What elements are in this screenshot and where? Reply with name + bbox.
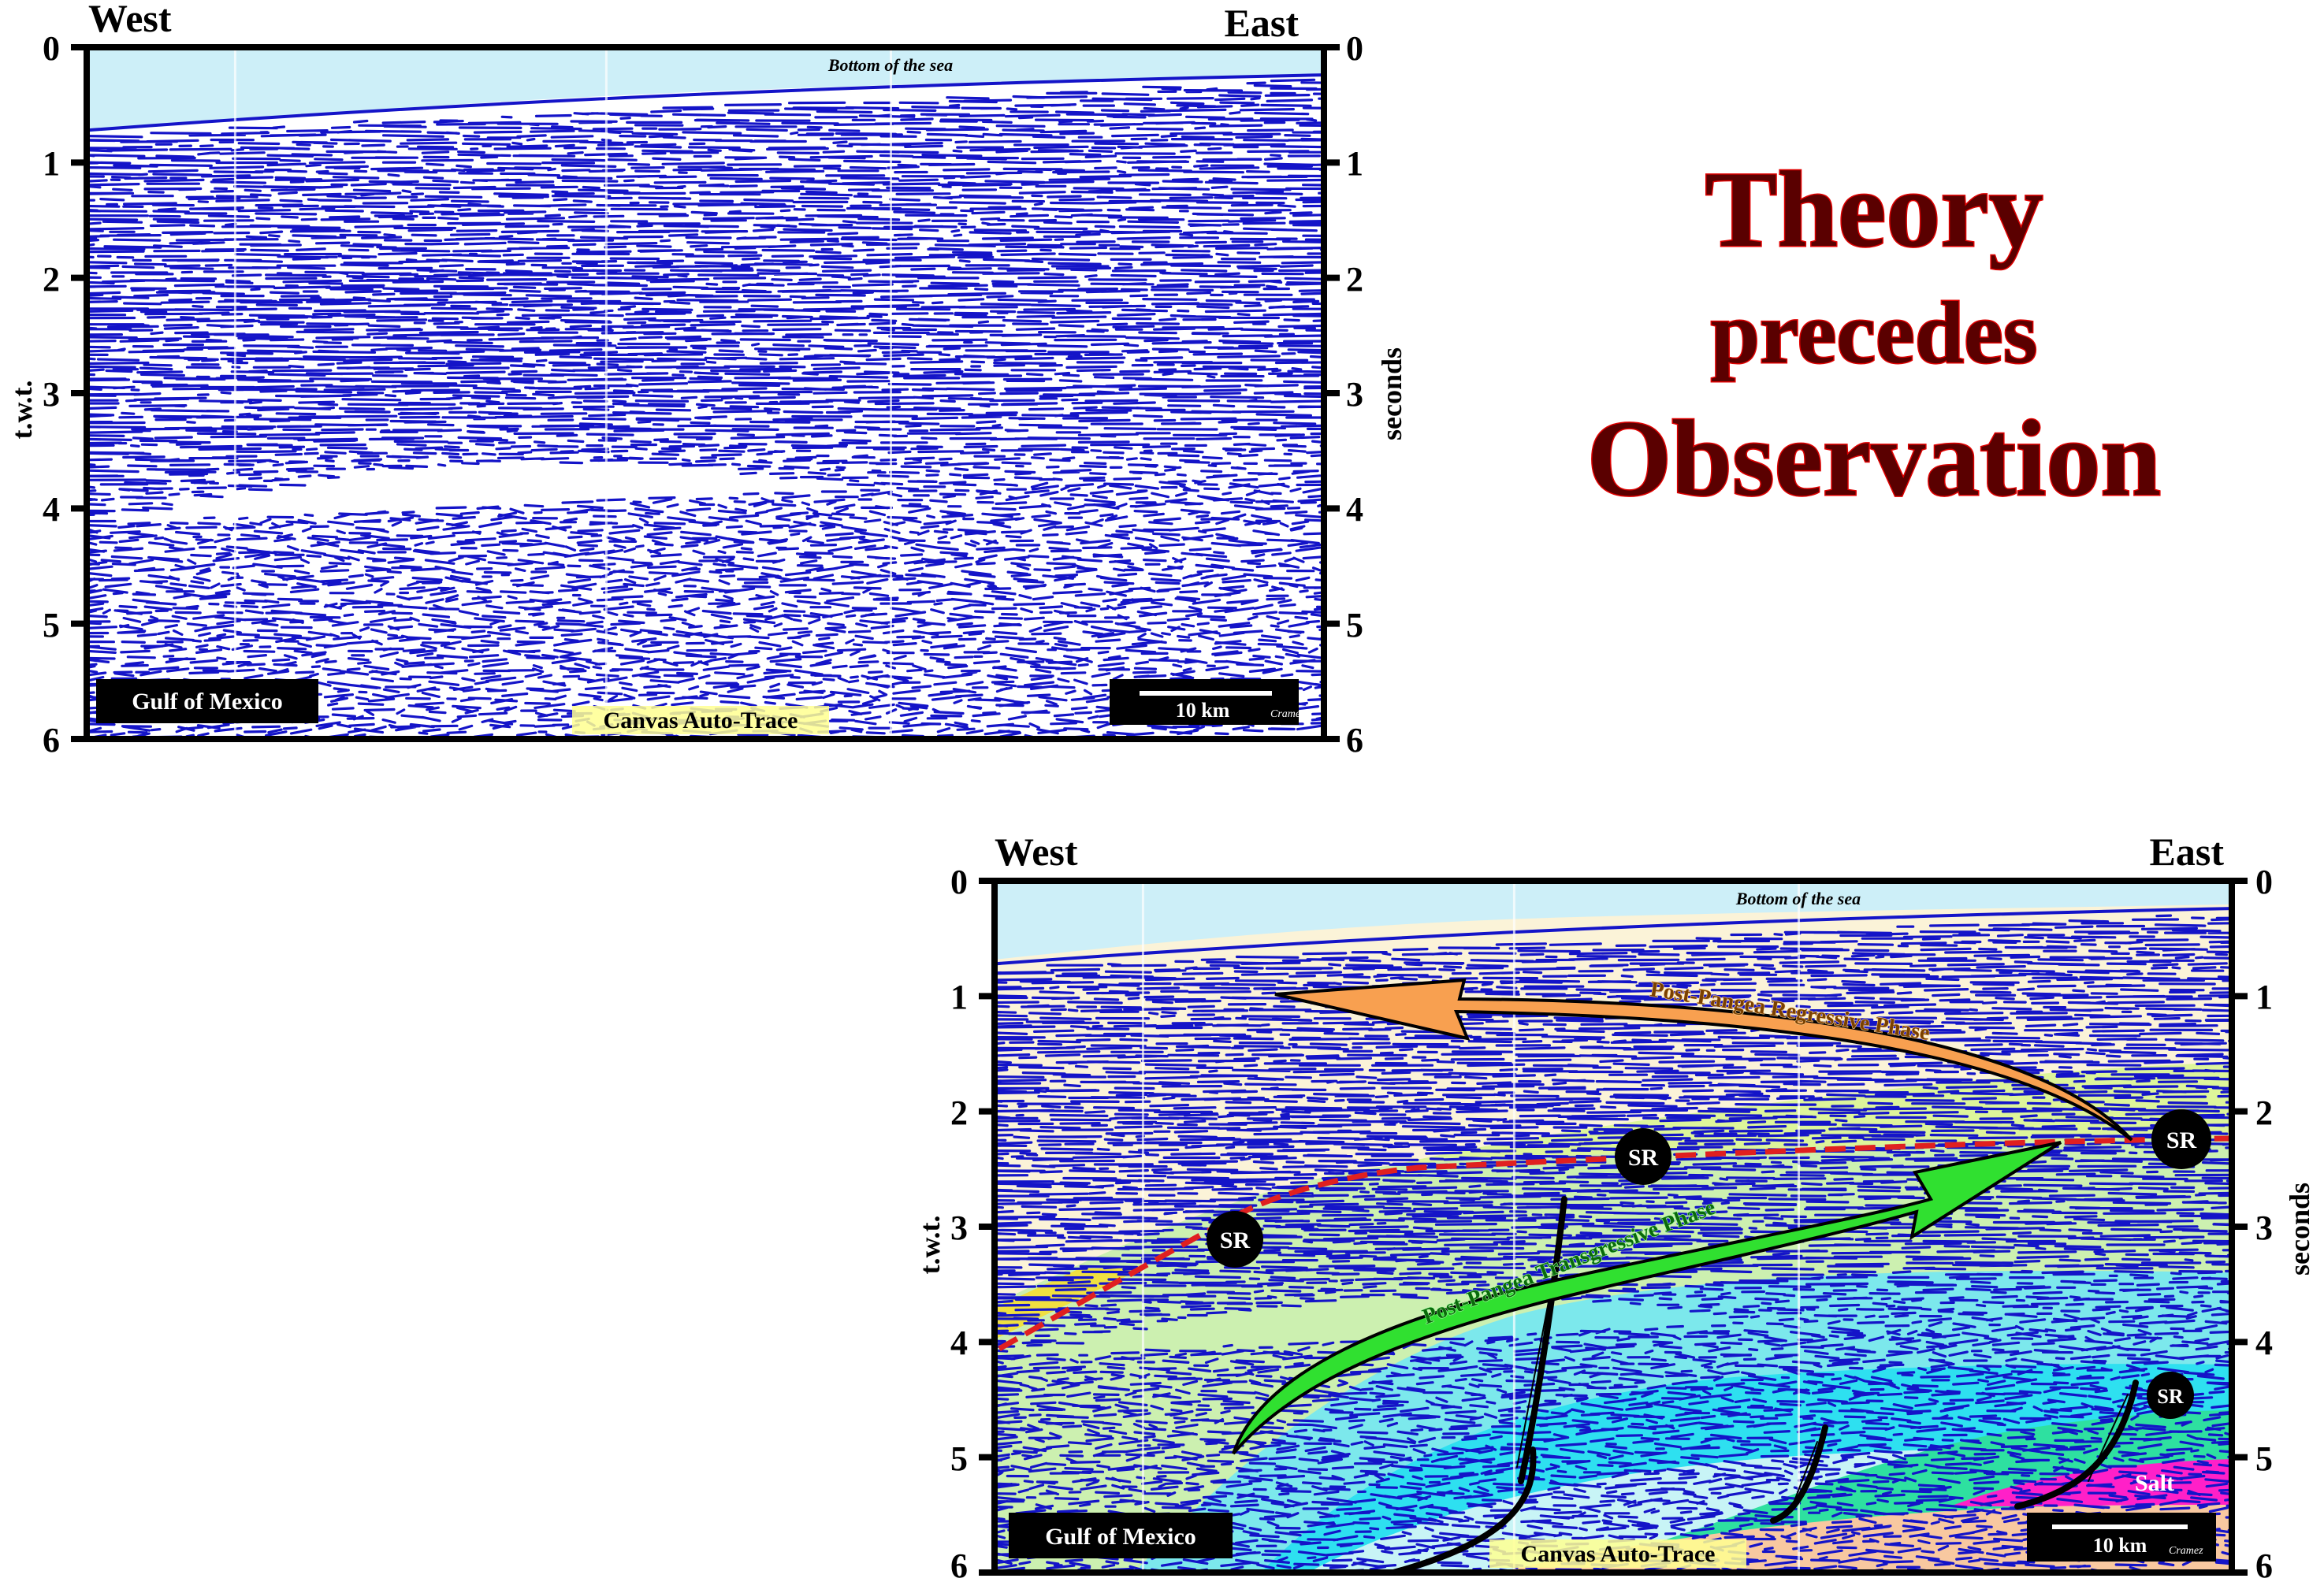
salt-label: Salt	[2135, 1470, 2174, 1496]
bottom-tick-right-2: 2	[2255, 1094, 2273, 1132]
sr-marker-4: SR	[2147, 1372, 2194, 1419]
top-right-axis-title: seconds	[1376, 347, 1407, 440]
top-scale-bar: 10 km Cramez	[1110, 679, 1305, 725]
bottom-tick-right-5: 5	[2255, 1439, 2273, 1478]
bottom-tick-right-6: 6	[2255, 1547, 2273, 1582]
svg-text:Cramez: Cramez	[1270, 708, 1305, 720]
top-seismic-section: 0 1 2 3 4 5 6 t.w.t. 0 1 2 3 4 5 6 secon…	[6, 0, 1407, 759]
bottom-tick-right-3: 3	[2255, 1209, 2273, 1247]
svg-text:10 km: 10 km	[2093, 1534, 2147, 1557]
svg-text:Gulf of Mexico: Gulf of Mexico	[1045, 1524, 1196, 1550]
top-tick-right-0: 0	[1346, 29, 1363, 68]
bottom-left-axis-title: t.w.t.	[914, 1216, 946, 1275]
svg-text:Canvas Auto-Trace: Canvas Auto-Trace	[1521, 1541, 1716, 1567]
top-sea-water	[87, 47, 1324, 132]
bottom-tick-left-2: 2	[950, 1094, 968, 1132]
bottom-tick-left-5: 5	[950, 1439, 968, 1478]
top-tick-right-5: 5	[1346, 606, 1363, 644]
top-tick-left-0: 0	[43, 29, 60, 68]
bottom-right-axis-title: seconds	[2284, 1183, 2315, 1276]
top-east-label: East	[1225, 1, 1300, 45]
top-right-axis: 0 1 2 3 4 5 6 seconds	[1324, 29, 1407, 759]
top-tick-left-6: 6	[43, 721, 60, 759]
top-left-axis: 0 1 2 3 4 5 6 t.w.t.	[6, 29, 90, 759]
svg-text:SR: SR	[2157, 1385, 2183, 1408]
bottom-tick-left-1: 1	[950, 978, 968, 1016]
top-location-box: Gulf of Mexico	[96, 679, 318, 723]
bottom-tick-right-0: 0	[2255, 863, 2273, 901]
svg-text:Gulf of Mexico: Gulf of Mexico	[132, 689, 283, 715]
bottom-right-axis: 0 1 2 3 4 5 6 seconds	[2232, 863, 2315, 1582]
top-tick-left-3: 3	[43, 375, 60, 414]
transgressive-arrow	[1232, 1141, 2062, 1455]
top-method-label: Canvas Auto-Trace	[572, 706, 829, 734]
bottom-scale-bar: 10 km Cramez	[2027, 1513, 2216, 1562]
svg-text:Canvas Auto-Trace: Canvas Auto-Trace	[604, 707, 798, 733]
bottom-tick-left-4: 4	[950, 1324, 968, 1362]
top-tick-right-2: 2	[1346, 260, 1363, 299]
top-tick-right-3: 3	[1346, 375, 1363, 414]
top-tick-left-5: 5	[43, 606, 60, 644]
bottom-tick-left-6: 6	[950, 1547, 968, 1582]
top-sea-floor-label: Bottom of the sea	[827, 55, 953, 75]
svg-text:SR: SR	[1220, 1227, 1251, 1253]
bottom-sea-floor-label: Bottom of the sea	[1735, 889, 1861, 908]
headline-line3: Observation	[1587, 398, 2161, 518]
svg-text:Cramez: Cramez	[2169, 1545, 2203, 1557]
top-tick-right-4: 4	[1346, 490, 1363, 529]
bottom-tick-left-3: 3	[950, 1209, 968, 1247]
top-tick-right-1: 1	[1346, 144, 1363, 183]
bottom-interpreted-section: 0 1 2 3 4 5 6 t.w.t. 0 1 2 3 4 5 6 secon…	[914, 830, 2315, 1582]
regressive-arrow	[1274, 978, 2133, 1142]
top-left-axis-title: t.w.t.	[6, 381, 38, 440]
faults	[1390, 1196, 2139, 1573]
bottom-reflectors	[995, 881, 2232, 1573]
headline-line2: precedes	[1711, 284, 2038, 382]
bottom-tick-right-1: 1	[2255, 978, 2273, 1016]
layer-sea	[995, 881, 2232, 960]
top-tick-left-2: 2	[43, 260, 60, 299]
unconformity-line	[998, 1135, 2232, 1352]
top-tick-left-1: 1	[43, 144, 60, 183]
bottom-east-label: East	[2150, 830, 2225, 874]
top-reflectors	[87, 47, 1324, 739]
sr-marker-3: SR	[2151, 1109, 2211, 1169]
bottom-method-label: Canvas Auto-Trace	[1489, 1539, 1746, 1568]
svg-text:10 km: 10 km	[1176, 699, 1230, 722]
top-tick-left-4: 4	[43, 490, 60, 529]
bottom-location-box: Gulf of Mexico	[1009, 1513, 1233, 1558]
sr-marker-2: SR	[1615, 1128, 1671, 1185]
bottom-tick-right-4: 4	[2255, 1324, 2273, 1362]
bottom-west-label: West	[995, 830, 1078, 874]
bottom-tick-left-0: 0	[950, 863, 968, 901]
top-west-label: West	[88, 0, 172, 40]
bottom-left-axis: 0 1 2 3 4 5 6 t.w.t.	[914, 863, 995, 1582]
svg-text:SR: SR	[2166, 1127, 2197, 1153]
headline: Theory precedes Observation	[1586, 148, 2162, 520]
svg-text:SR: SR	[1628, 1145, 1659, 1171]
headline-line1: Theory	[1705, 149, 2043, 269]
sr-marker-1: SR	[1207, 1211, 1263, 1268]
top-tick-right-6: 6	[1346, 721, 1363, 759]
